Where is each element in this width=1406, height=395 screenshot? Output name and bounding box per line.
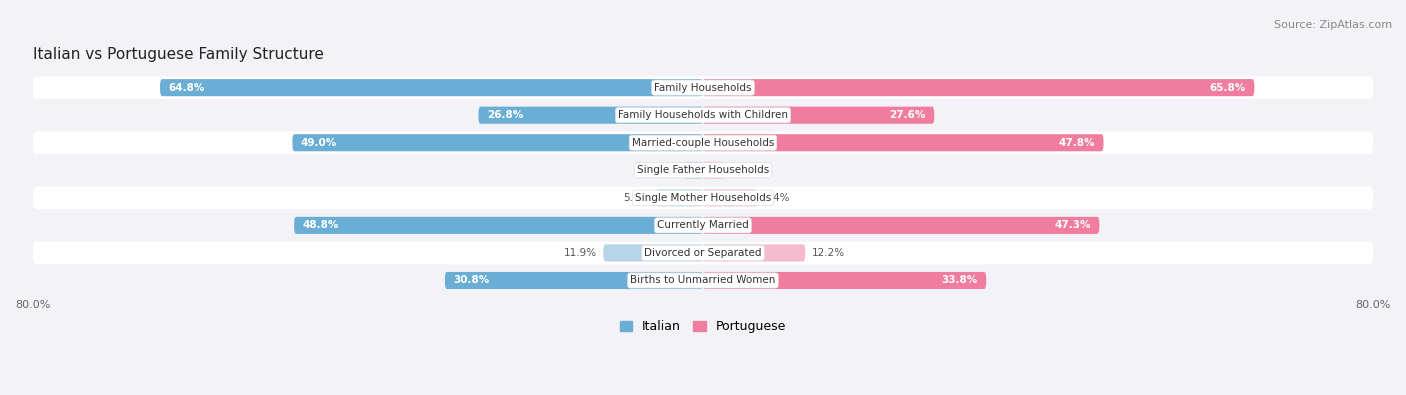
FancyBboxPatch shape (478, 107, 703, 124)
FancyBboxPatch shape (703, 189, 756, 206)
Text: Single Mother Households: Single Mother Households (636, 193, 770, 203)
FancyBboxPatch shape (32, 214, 1374, 237)
Text: 2.5%: 2.5% (731, 165, 758, 175)
Legend: Italian, Portuguese: Italian, Portuguese (614, 316, 792, 339)
Text: Single Father Households: Single Father Households (637, 165, 769, 175)
Text: 30.8%: 30.8% (453, 275, 489, 286)
Text: 2.2%: 2.2% (651, 165, 678, 175)
FancyBboxPatch shape (32, 159, 1374, 182)
Text: Source: ZipAtlas.com: Source: ZipAtlas.com (1274, 20, 1392, 30)
Text: Italian vs Portuguese Family Structure: Italian vs Portuguese Family Structure (32, 47, 323, 62)
FancyBboxPatch shape (32, 132, 1374, 154)
FancyBboxPatch shape (703, 162, 724, 179)
FancyBboxPatch shape (294, 217, 703, 234)
Text: 47.3%: 47.3% (1054, 220, 1091, 230)
FancyBboxPatch shape (32, 76, 1374, 99)
FancyBboxPatch shape (292, 134, 703, 151)
FancyBboxPatch shape (703, 245, 806, 261)
Text: 27.6%: 27.6% (890, 110, 927, 120)
Text: 64.8%: 64.8% (169, 83, 205, 93)
Text: 11.9%: 11.9% (564, 248, 596, 258)
Text: 47.8%: 47.8% (1059, 138, 1095, 148)
FancyBboxPatch shape (160, 79, 703, 96)
FancyBboxPatch shape (32, 186, 1374, 209)
Text: 65.8%: 65.8% (1209, 83, 1246, 93)
FancyBboxPatch shape (703, 272, 986, 289)
Text: Family Households: Family Households (654, 83, 752, 93)
FancyBboxPatch shape (703, 107, 934, 124)
FancyBboxPatch shape (32, 269, 1374, 292)
FancyBboxPatch shape (657, 189, 703, 206)
FancyBboxPatch shape (32, 104, 1374, 126)
FancyBboxPatch shape (603, 245, 703, 261)
FancyBboxPatch shape (703, 79, 1254, 96)
FancyBboxPatch shape (685, 162, 703, 179)
Text: Married-couple Households: Married-couple Households (631, 138, 775, 148)
Text: 49.0%: 49.0% (301, 138, 337, 148)
FancyBboxPatch shape (444, 272, 703, 289)
Text: 12.2%: 12.2% (811, 248, 845, 258)
Text: Divorced or Separated: Divorced or Separated (644, 248, 762, 258)
Text: Currently Married: Currently Married (657, 220, 749, 230)
Text: 5.6%: 5.6% (623, 193, 650, 203)
Text: 33.8%: 33.8% (942, 275, 977, 286)
Text: Family Households with Children: Family Households with Children (619, 110, 787, 120)
Text: 48.8%: 48.8% (302, 220, 339, 230)
Text: Births to Unmarried Women: Births to Unmarried Women (630, 275, 776, 286)
FancyBboxPatch shape (703, 134, 1104, 151)
Text: 6.4%: 6.4% (763, 193, 790, 203)
FancyBboxPatch shape (703, 217, 1099, 234)
Text: 26.8%: 26.8% (486, 110, 523, 120)
FancyBboxPatch shape (32, 242, 1374, 264)
